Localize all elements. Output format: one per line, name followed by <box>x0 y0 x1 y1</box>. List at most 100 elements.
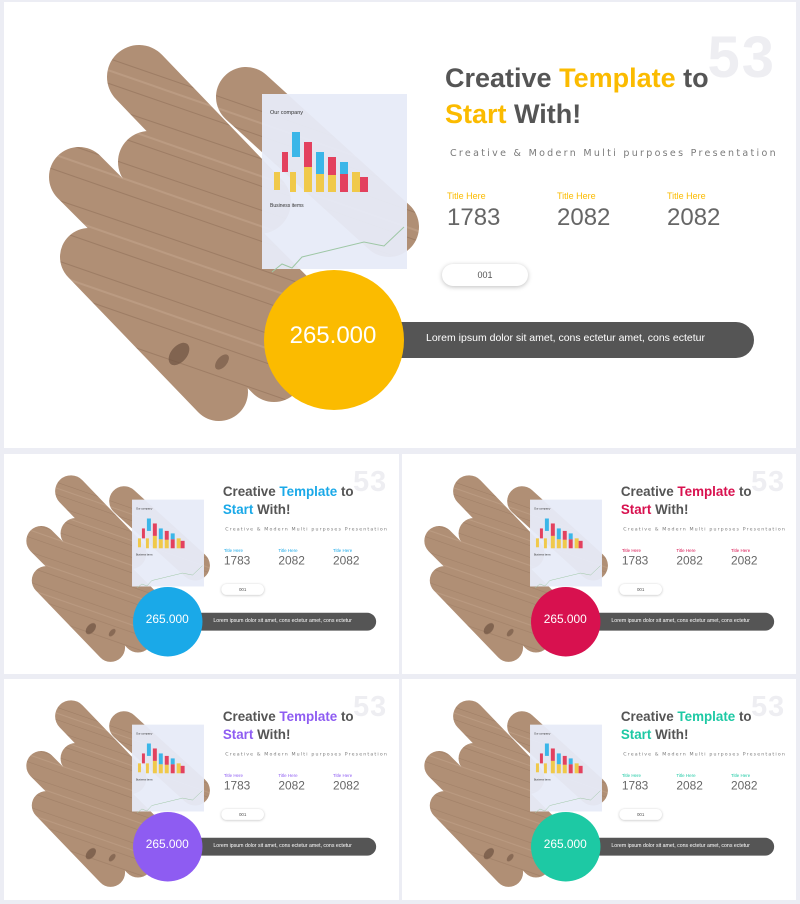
stat-value: 2082 <box>557 204 611 231</box>
info-bar <box>334 322 754 358</box>
stat-value: 1783 <box>223 779 251 793</box>
value-circle <box>133 811 203 882</box>
stat-3: Title Here 2082 <box>333 773 388 793</box>
stat-value: 1783 <box>447 204 501 231</box>
stat-label: Title Here <box>278 772 298 778</box>
stat-label: Title Here <box>557 191 596 201</box>
slide-subtitle: Creative & Modern Multi purposes Present… <box>623 751 787 757</box>
slide-variant-blue[interactable]: Our company Business <box>4 454 399 674</box>
circle-value: 265.000 <box>289 322 377 349</box>
slide-number: 53 <box>353 465 388 498</box>
slide-title: Creative Template to Start With! <box>222 709 354 743</box>
circle-value: 265.000 <box>543 837 587 852</box>
mini-report-subheading: Business items <box>534 554 551 557</box>
mini-report-subheading: Business items <box>136 779 153 782</box>
slide-artwork: Our company Business <box>49 45 754 421</box>
value-circle <box>531 811 601 882</box>
value-circle <box>531 586 601 657</box>
stat-label: Title Here <box>447 191 486 201</box>
number-button[interactable]: 001 <box>619 584 663 595</box>
stat-label: Title Here <box>730 772 751 778</box>
mini-report: Our company Business <box>262 94 407 273</box>
mini-report-heading: Our company <box>270 110 303 116</box>
slide-title: Creative Template to Start With! <box>620 484 752 518</box>
info-bar-text: Lorem ipsum dolor sit amet, cons ectetur… <box>426 332 705 344</box>
stat-2: Title Here 2082 <box>278 773 333 793</box>
info-bar <box>167 837 377 856</box>
stat-1: Title Here 1783 <box>447 191 557 232</box>
slide-subtitle: Creative & Modern Multi purposes Present… <box>450 148 778 159</box>
info-bar-text: Lorem ipsum dolor sit amet, cons ectetur… <box>213 617 352 624</box>
stat-3: Title Here 2082 <box>731 548 786 568</box>
slide-artwork: Our company Business <box>424 700 775 887</box>
mini-report: Our company Business <box>132 724 204 814</box>
slide-artwork: Our company Business <box>424 475 775 662</box>
circle-value: 265.000 <box>145 837 189 852</box>
mini-report-subheading: Business items <box>534 779 551 782</box>
mini-report: Our company Business <box>132 499 204 589</box>
stat-value: 2082 <box>676 554 703 568</box>
slide-title: Creative Template to Start With! <box>620 709 752 743</box>
stat-label: Title Here <box>332 772 353 778</box>
slide-subtitle: Creative & Modern Multi purposes Present… <box>225 751 389 757</box>
mini-report-bar-chart <box>137 518 185 549</box>
mini-report-heading: Our company <box>136 732 153 736</box>
stat-label: Title Here <box>676 772 696 778</box>
mini-report-bar-chart <box>137 743 185 774</box>
mini-report-bar-chart <box>535 743 583 774</box>
slide-number: 53 <box>751 465 786 498</box>
slide-variant-red[interactable]: Our company Business <box>402 454 796 674</box>
stat-value: 2082 <box>278 779 305 793</box>
number-button[interactable]: 001 <box>619 809 663 820</box>
stat-1: Title Here 1783 <box>224 773 279 793</box>
stat-value: 2082 <box>730 779 758 793</box>
slide-artwork: Our company Business <box>26 475 377 662</box>
stat-label: Title Here <box>730 547 751 553</box>
value-circle <box>133 586 203 657</box>
mini-report-bar-chart <box>535 518 583 549</box>
stat-3: Title Here 2082 <box>333 548 388 568</box>
stat-3: Title Here 2082 <box>667 191 777 232</box>
circle-value: 265.000 <box>145 612 189 627</box>
stat-value: 2082 <box>332 779 360 793</box>
stat-value: 2082 <box>676 779 703 793</box>
slide-title: Creative Template to Start With! <box>445 63 709 129</box>
stat-label: Title Here <box>223 547 244 553</box>
stat-value: 2082 <box>278 554 305 568</box>
slide-number: 53 <box>353 690 388 723</box>
number-button[interactable]: 001 <box>221 584 265 595</box>
stat-value: 2082 <box>730 554 758 568</box>
info-bar <box>565 612 775 631</box>
stat-label: Title Here <box>278 547 298 553</box>
number-button[interactable]: 001 <box>442 264 528 286</box>
stat-3: Title Here 2082 <box>731 773 786 793</box>
slide-main[interactable]: Our company Business <box>4 2 796 448</box>
slide-artwork: Our company Business <box>26 700 377 887</box>
stat-value: 1783 <box>621 554 649 568</box>
stat-label: Title Here <box>223 772 244 778</box>
stat-1: Title Here 1783 <box>622 548 677 568</box>
mini-report-heading: Our company <box>136 507 153 511</box>
stat-label: Title Here <box>332 547 353 553</box>
stat-value: 2082 <box>332 554 360 568</box>
slide-subtitle: Creative & Modern Multi purposes Present… <box>225 526 389 532</box>
stat-label: Title Here <box>667 191 706 201</box>
info-bar <box>565 837 775 856</box>
mini-report-heading: Our company <box>534 507 551 511</box>
slide-variant-teal[interactable]: Our company Business <box>402 679 796 900</box>
slide-subtitle: Creative & Modern Multi purposes Present… <box>623 526 787 532</box>
stat-value: 1783 <box>621 779 649 793</box>
mini-report: Our company Business <box>530 499 602 589</box>
number-button[interactable]: 001 <box>221 809 265 820</box>
stat-label: Title Here <box>621 547 642 553</box>
stat-1: Title Here 1783 <box>224 548 279 568</box>
mini-report-subheading: Business items <box>270 203 304 209</box>
stat-1: Title Here 1783 <box>622 773 677 793</box>
stat-label: Title Here <box>621 772 642 778</box>
mini-report: Our company Business <box>530 724 602 814</box>
info-bar <box>167 612 377 631</box>
slide-variant-purple[interactable]: Our company Business <box>4 679 399 900</box>
mini-report-bar-chart <box>274 132 368 192</box>
slide-title: Creative Template to Start With! <box>222 484 354 518</box>
stat-2: Title Here 2082 <box>278 548 333 568</box>
